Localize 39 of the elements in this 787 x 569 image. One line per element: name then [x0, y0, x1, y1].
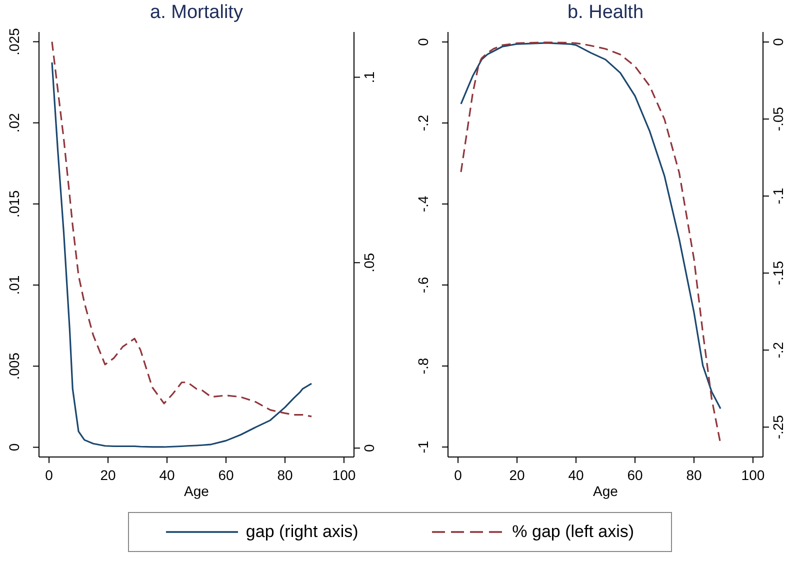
y-tick-label: .025: [6, 28, 22, 56]
x-axis-title: Age: [184, 483, 210, 499]
chart-title: b. Health: [566, 2, 645, 24]
y-tick-label: 0: [6, 443, 22, 452]
x-tick-label: 40: [568, 467, 584, 483]
y-tick-label: .005: [6, 352, 22, 380]
y-tick-label: -.6: [415, 276, 431, 294]
x-tick-label: 40: [159, 467, 176, 483]
chart-title: a. Mortality: [149, 2, 244, 24]
y-tick-label: .01: [6, 275, 22, 295]
y-tick-label: -.4: [415, 196, 431, 212]
y-tick-label: -1: [415, 440, 431, 454]
y2-tick-label: -.15: [770, 260, 786, 286]
y2-tick-label: -.25: [770, 414, 786, 440]
y2-tick-label: 0: [770, 38, 786, 46]
x-tick-label: 20: [100, 467, 116, 483]
x-tick-label: 100: [332, 467, 356, 483]
y2-tick-label: .1: [361, 71, 377, 84]
y2-tick-label: 0: [361, 444, 377, 452]
x-tick-label: 0: [454, 467, 462, 483]
y-tick-label: .015: [6, 190, 22, 218]
x-tick-label: 100: [741, 467, 765, 483]
legend-label: gap (right axis): [246, 522, 358, 542]
y2-tick-label: -.2: [770, 342, 786, 358]
x-tick-label: 60: [218, 467, 234, 483]
y-tick-label: .02: [6, 112, 22, 133]
legend-label: % gap (left axis): [512, 522, 634, 542]
y-tick-label: -.8: [415, 358, 431, 374]
y2-tick-label: -.1: [770, 188, 786, 204]
y-tick-label: 0: [415, 38, 431, 46]
y2-tick-label: .05: [361, 252, 377, 272]
y-tick-label: -.2: [415, 114, 431, 132]
x-tick-label: 60: [627, 467, 643, 483]
x-tick-label: 80: [686, 467, 702, 483]
x-axis-title: Age: [593, 483, 618, 499]
x-tick-label: 80: [277, 467, 293, 483]
y2-tick-label: -.05: [770, 106, 786, 132]
x-tick-label: 0: [45, 467, 54, 483]
x-tick-label: 20: [509, 467, 526, 483]
